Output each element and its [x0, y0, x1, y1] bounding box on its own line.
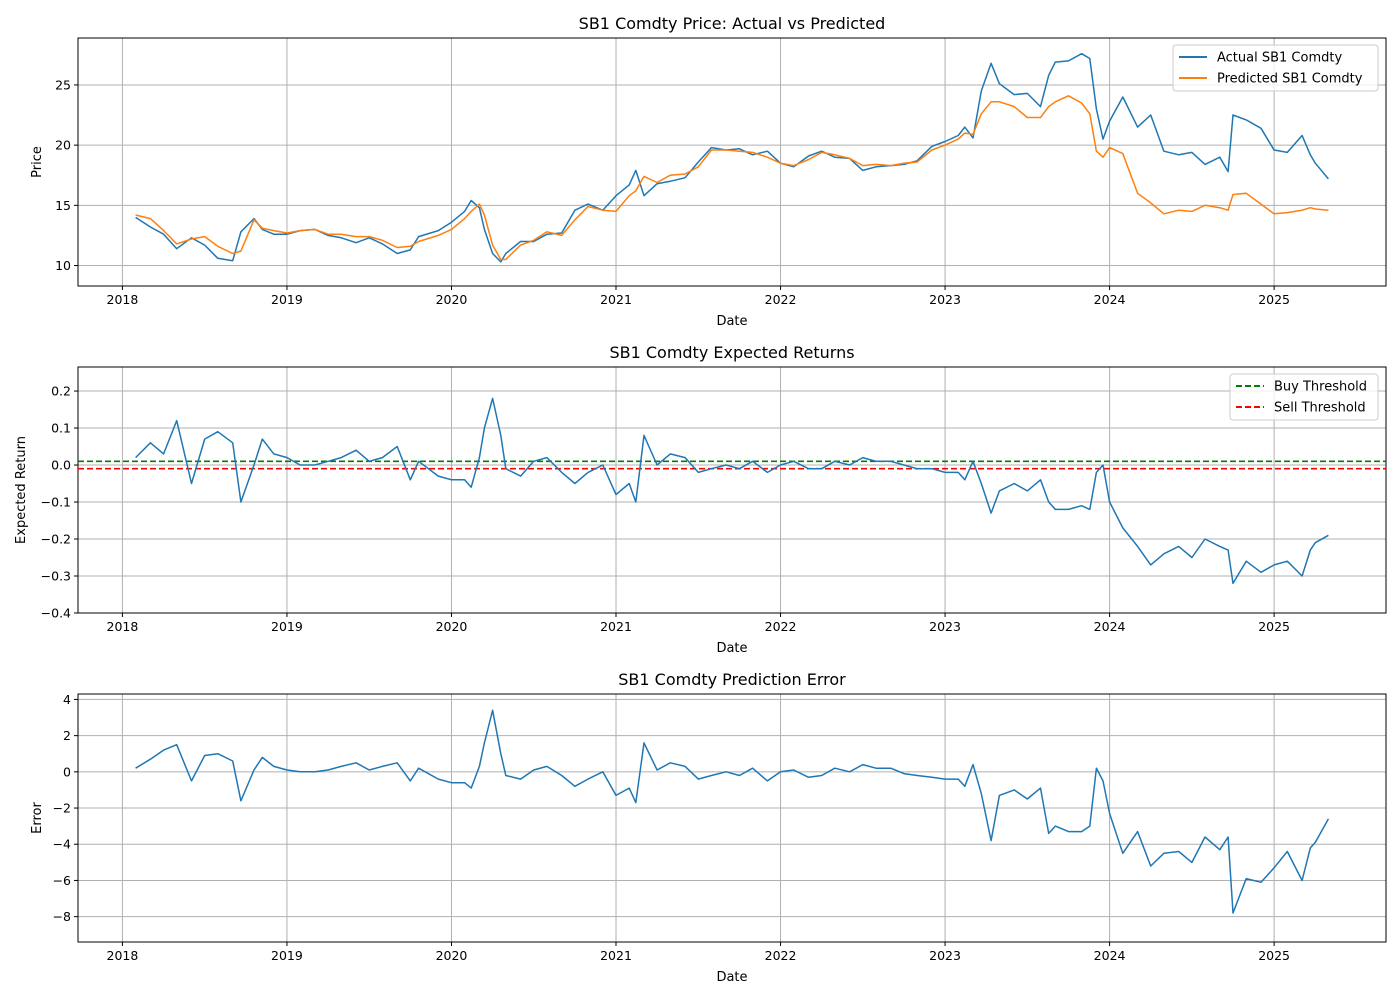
error-xtick-label: 2021	[600, 948, 632, 963]
error-chart-xlabel: Date	[716, 970, 747, 985]
price-xtick-label: 2022	[765, 292, 797, 307]
error-xtick-label: 2018	[107, 948, 139, 963]
price-xtick-label: 2020	[436, 292, 468, 307]
error-plot-area	[77, 693, 1387, 943]
returns-xtick-label: 2019	[271, 619, 303, 634]
legend-buy-threshold: Buy Threshold	[1274, 380, 1367, 395]
price-ytick-label: 15	[55, 198, 71, 213]
returns-ytick-label: −0.2	[41, 532, 71, 547]
returns-plot-area	[77, 366, 1387, 614]
error-ytick-label: −2	[53, 801, 71, 816]
returns-xtick-label: 2022	[765, 619, 797, 634]
prediction-error-line	[135, 709, 1330, 914]
error-ytick-label: −6	[53, 873, 71, 888]
price-chart: 2018 2019 2020 2021 2022 2023 2024 202510152025…	[30, 14, 1387, 329]
returns-xtick-label: 2025	[1258, 619, 1290, 634]
error-ytick-label: −4	[53, 837, 71, 852]
returns-chart-title: SB1 Comdty Expected Returns	[609, 343, 854, 362]
returns-chart-ylabel: Expected Return	[14, 436, 29, 544]
price-xtick-label: 2023	[929, 292, 961, 307]
returns-xtick-label: 2023	[929, 619, 961, 634]
error-ytick-label: 0	[63, 764, 71, 779]
returns-ytick-label: −0.4	[41, 606, 71, 621]
returns-ytick-label: 0.1	[51, 421, 71, 436]
error-xtick-label: 2019	[271, 948, 303, 963]
error-xtick-label: 2022	[765, 948, 797, 963]
price-xtick-label: 2021	[600, 292, 632, 307]
returns-xtick-label: 2018	[107, 619, 139, 634]
error-chart: 2018 2019 2020 2021 2022 2023 2024 2025 −8 −6 −4 −2…	[30, 670, 1387, 985]
returns-chart-xlabel: Date	[716, 641, 747, 656]
error-ytick-label: 4	[63, 692, 71, 707]
price-chart-ylabel: Price	[30, 146, 45, 178]
price-xtick-label: 2018	[107, 292, 139, 307]
returns-ytick-label: 0.2	[51, 384, 71, 399]
returns-chart-legend: Buy Threshold Sell Threshold	[1229, 373, 1379, 421]
price-chart-xlabel: Date	[716, 314, 747, 329]
returns-ytick-label: −0.1	[41, 495, 71, 510]
error-xtick-label: 2023	[929, 948, 961, 963]
price-chart-title: SB1 Comdty Price: Actual vs Predicted	[579, 14, 886, 33]
legend-actual: Actual SB1 Comdty	[1217, 51, 1342, 66]
price-ytick-label: 25	[55, 77, 71, 92]
expected-return-line	[135, 397, 1329, 585]
error-ytick-label: −8	[53, 909, 71, 924]
error-xtick-label: 2024	[1094, 948, 1126, 963]
error-chart-title: SB1 Comdty Prediction Error	[618, 670, 846, 689]
price-xtick-label: 2025	[1258, 292, 1290, 307]
legend-sell-threshold: Sell Threshold	[1274, 401, 1366, 416]
returns-xtick-label: 2020	[436, 619, 468, 634]
price-xtick-label: 2019	[271, 292, 303, 307]
price-plot-area	[77, 37, 1387, 287]
returns-xtick-label: 2021	[600, 619, 632, 634]
price-ytick-label: 20	[55, 138, 71, 153]
error-xtick-label: 2020	[436, 948, 468, 963]
error-chart-ylabel: Error	[30, 802, 45, 834]
predicted-price-line	[135, 95, 1329, 261]
legend-predicted: Predicted SB1 Comdty	[1217, 72, 1363, 87]
returns-ytick-label: 0.0	[51, 458, 71, 473]
returns-xtick-label: 2024	[1094, 619, 1126, 634]
price-chart-legend: Actual SB1 Comdty Predicted SB1 Comdty	[1172, 44, 1379, 92]
price-xtick-label: 2024	[1094, 292, 1126, 307]
error-ytick-label: 2	[63, 728, 71, 743]
price-ytick-label: 10	[55, 258, 71, 273]
error-xtick-label: 2025	[1258, 948, 1290, 963]
returns-chart: 2018 2019 2020 2021 2022 2023 2024 2025 −0.4 −0.3…	[14, 343, 1387, 656]
returns-ytick-label: −0.3	[41, 569, 71, 584]
